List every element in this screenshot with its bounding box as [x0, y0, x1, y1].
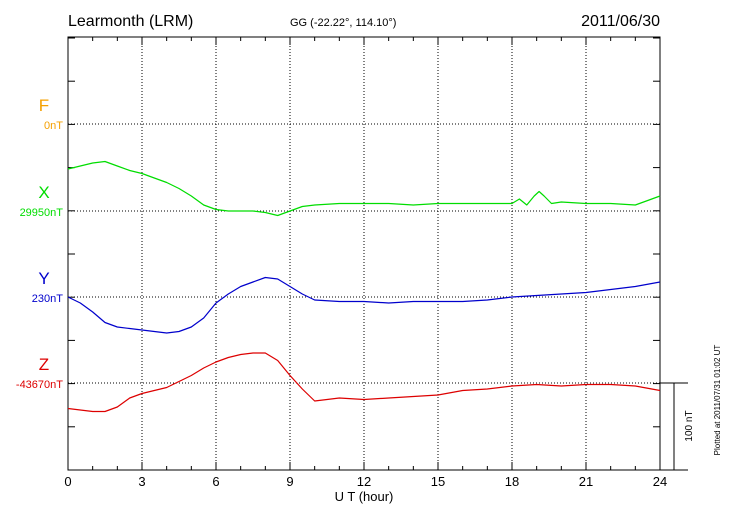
date-label: 2011/06/30 — [581, 13, 660, 30]
coordinates-label: GG (-22.22°, 114.10°) — [290, 17, 396, 29]
plot-frame — [67, 36, 661, 471]
scale-bar-label: 100 nT — [684, 410, 695, 441]
x-tick-label: 9 — [286, 474, 293, 489]
series-lines — [67, 160, 661, 413]
x-tick-label: 12 — [357, 474, 371, 489]
scale-bar: 100 nT — [660, 382, 695, 471]
x-tick-label: 0 — [64, 474, 71, 489]
series-baseline-y: 230nT — [32, 293, 63, 305]
grid-lines — [68, 37, 660, 470]
plotted-timestamp: Plotted at 2011/07/31 01:02 UT — [713, 345, 722, 456]
x-tick-label: 3 — [138, 474, 145, 489]
x-tick-label: 18 — [505, 474, 519, 489]
series-name-y: Y — [38, 269, 49, 288]
series-name-f: F — [39, 96, 49, 115]
series-line-x — [67, 160, 661, 217]
x-tick-label: 15 — [431, 474, 445, 489]
series-labels: F 0nT X 29950nT Y 230nT Z -43670nT — [16, 96, 63, 391]
x-tick-label: 6 — [212, 474, 219, 489]
x-tick-label: 24 — [653, 474, 667, 489]
series-baseline-f: 0nT — [44, 120, 63, 132]
series-baseline-x: 29950nT — [20, 207, 64, 219]
series-line-z — [67, 352, 661, 413]
station-title: Learmonth (LRM) — [68, 13, 193, 30]
series-line-y — [67, 276, 661, 334]
series-name-z: Z — [39, 355, 49, 374]
x-tick-labels: 0 3 6 9 12 15 18 21 24 — [64, 474, 667, 489]
series-baseline-z: -43670nT — [16, 379, 63, 391]
x-tick-label: 21 — [579, 474, 593, 489]
series-name-x: X — [38, 183, 49, 202]
x-axis-label: U T (hour) — [335, 489, 394, 504]
